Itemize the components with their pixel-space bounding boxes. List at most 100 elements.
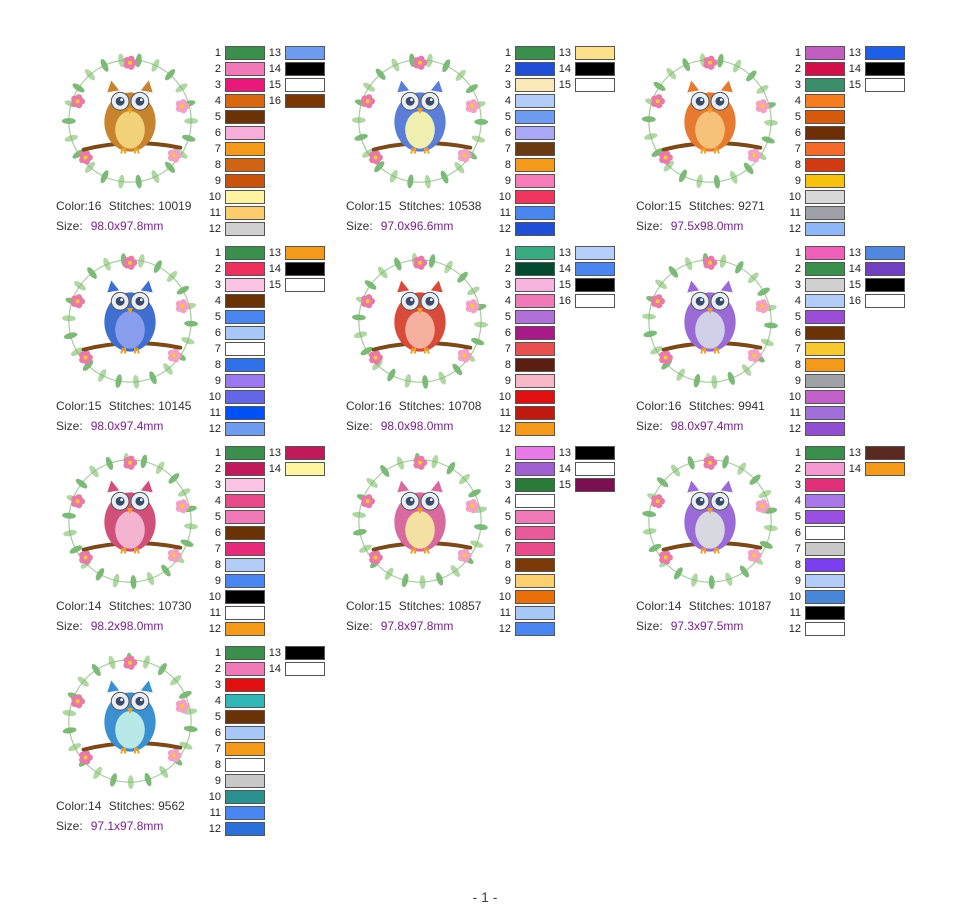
size-value: 97.5x98.0mm: [670, 219, 744, 233]
thread-swatch: [515, 46, 555, 60]
thread-swatch: [515, 278, 555, 292]
thread-number: 3: [794, 279, 801, 291]
thread-number: 8: [504, 159, 511, 171]
thread-swatch: [225, 174, 265, 188]
thread-number: 6: [214, 127, 221, 139]
thread-number: 5: [214, 711, 221, 723]
thread-swatch: [865, 262, 905, 276]
size-label: Size:: [346, 619, 373, 633]
thread-number: 9: [794, 175, 801, 187]
design-thumbnail: [345, 47, 495, 195]
thread-swatch: [225, 822, 265, 836]
thread-swatch: [225, 126, 265, 140]
thread-number: 4: [504, 495, 511, 507]
thread-swatch: [225, 78, 265, 92]
thread-number: 1: [504, 47, 511, 59]
thread-number: 7: [794, 143, 801, 155]
thread-swatch: [515, 590, 555, 604]
thread-swatch: [225, 94, 265, 108]
thread-swatch: [805, 542, 845, 556]
thread-number: 14: [848, 263, 861, 275]
thread-swatch: [515, 406, 555, 420]
thread-swatch: [225, 326, 265, 340]
thread-number: 10: [208, 391, 221, 403]
thread-number: 6: [214, 727, 221, 739]
thread-swatch: [225, 62, 265, 76]
thread-number: 11: [499, 607, 511, 619]
stitches-count: 10708: [448, 399, 482, 413]
thread-color-list: 1 2 3 4 5 6 7 8 9 10 11 12 13 14 15: [205, 245, 345, 445]
owl-embroidery-image: [62, 652, 198, 790]
stitches-label: Stitches:: [398, 199, 445, 213]
thread-number: 11: [209, 407, 221, 419]
thread-swatch: [225, 694, 265, 708]
thread-number: 9: [504, 375, 511, 387]
thread-number: 1: [794, 247, 801, 259]
design-thumbnail: [55, 247, 205, 395]
thread-swatch: [285, 446, 325, 460]
thread-swatch: [575, 62, 615, 76]
thread-swatch: [225, 742, 265, 756]
thread-number: 3: [794, 79, 801, 91]
thread-number: 5: [504, 311, 511, 323]
thread-swatch: [515, 606, 555, 620]
thread-swatch: [865, 78, 905, 92]
thread-number: 7: [504, 143, 511, 155]
design-card: Color:14 Stitches: 9562 Size: 97.1x97.8mm 1…: [55, 645, 345, 845]
thread-number: 15: [558, 79, 571, 91]
thread-swatch: [805, 406, 845, 420]
thread-number: 2: [794, 63, 801, 75]
thread-number: 4: [794, 95, 801, 107]
thread-color-list: 1 2 3 4 5 6 7 8 9 10 11 12 13 14 15: [495, 45, 635, 245]
thread-swatch: [805, 294, 845, 308]
thread-number: 8: [214, 359, 221, 371]
thread-number: 10: [788, 591, 801, 603]
thread-number: 5: [214, 111, 221, 123]
owl-embroidery-image: [61, 53, 199, 189]
thread-number: 5: [794, 511, 801, 523]
thread-number: 10: [788, 391, 801, 403]
thread-number: 9: [794, 375, 801, 387]
design-color-stitches: Color:16 Stitches: 9941: [636, 399, 765, 413]
thread-number: 12: [788, 423, 801, 435]
stitches-count: 10145: [158, 399, 192, 413]
thread-swatch: [575, 246, 615, 260]
thread-swatch: [805, 278, 845, 292]
thread-number: 10: [208, 191, 221, 203]
design-size: Size: 98.0x97.8mm: [56, 219, 163, 233]
thread-number: 12: [498, 223, 511, 235]
stitches-label: Stitches:: [108, 399, 155, 413]
thread-swatch: [225, 574, 265, 588]
thread-number: 6: [794, 527, 801, 539]
thread-number: 2: [504, 263, 511, 275]
thread-swatch: [285, 278, 325, 292]
thread-swatch: [805, 158, 845, 172]
thread-swatch: [515, 294, 555, 308]
design-card: Color:15 Stitches: 10145 Size: 98.0x97.4mm…: [55, 245, 345, 445]
thread-swatch: [225, 190, 265, 204]
thread-number: 8: [214, 759, 221, 771]
thread-number: 7: [214, 343, 221, 355]
thread-swatch: [515, 94, 555, 108]
thread-number: 4: [794, 295, 801, 307]
thread-swatch: [225, 246, 265, 260]
color-label: Color:: [636, 199, 669, 213]
design-card: Color:14 Stitches: 10730 Size: 98.2x98.0mm…: [55, 445, 345, 645]
thread-swatch: [225, 542, 265, 556]
thread-swatch: [575, 78, 615, 92]
thread-swatch: [805, 310, 845, 324]
thread-swatch: [285, 94, 325, 108]
thread-number: 15: [268, 279, 281, 291]
thread-swatch: [515, 78, 555, 92]
color-count: 15: [88, 399, 102, 413]
thread-swatch: [225, 446, 265, 460]
thread-number: 9: [794, 575, 801, 587]
thread-swatch: [865, 446, 905, 460]
thread-number: 1: [794, 447, 801, 459]
thread-swatch: [515, 558, 555, 572]
color-label: Color:: [56, 599, 89, 613]
thread-swatch: [805, 574, 845, 588]
thread-swatch: [515, 622, 555, 636]
thread-number: 13: [558, 447, 571, 459]
thread-swatch: [515, 494, 555, 508]
